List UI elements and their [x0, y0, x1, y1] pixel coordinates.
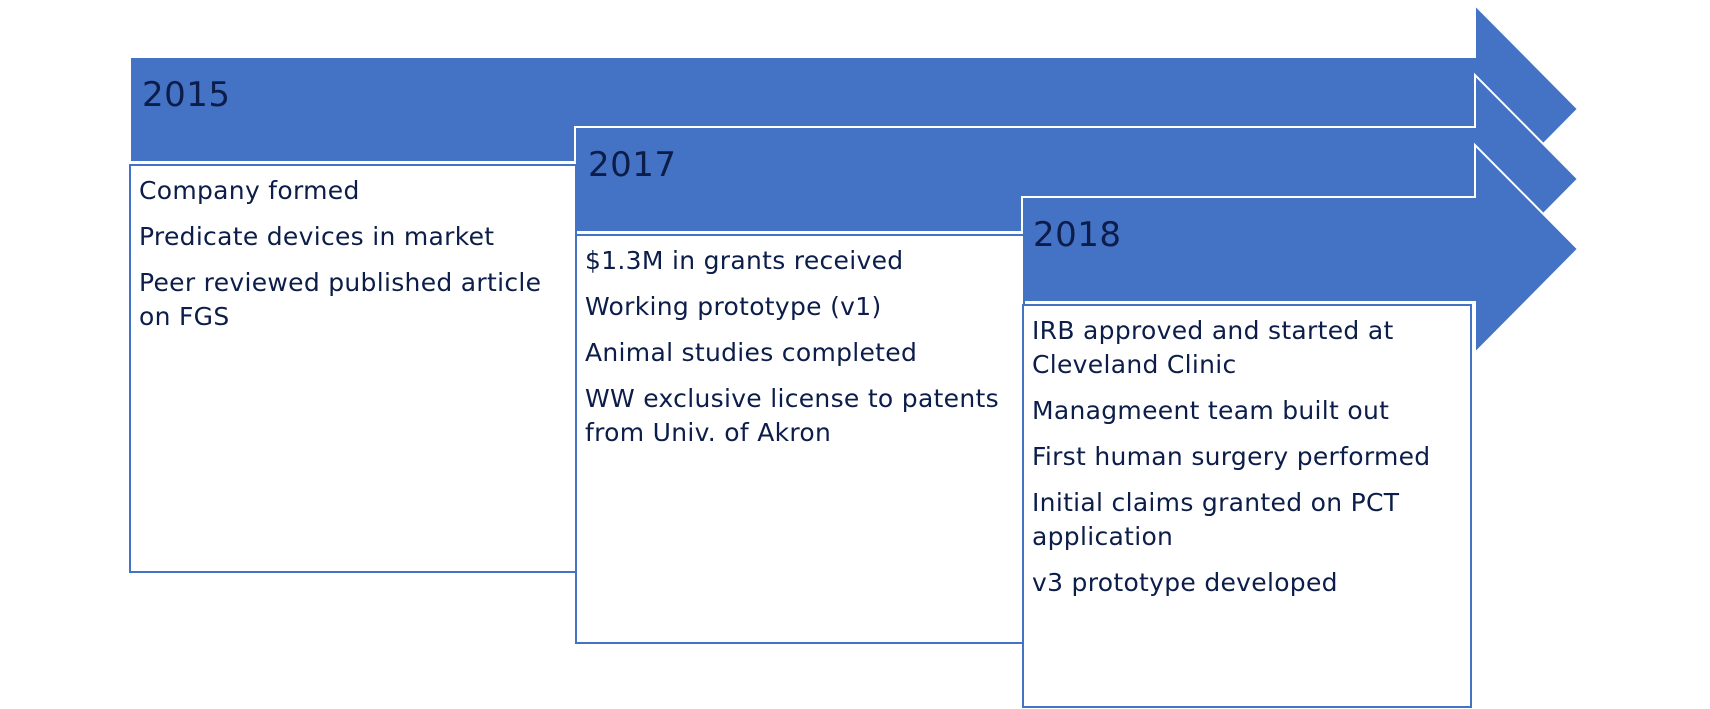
- year-label-2017: 2017: [588, 145, 677, 185]
- milestone-item: WW exclusive license to patents from Uni…: [585, 384, 999, 447]
- arrow-2018: [1021, 142, 1580, 356]
- milestone-list-2018: IRB approved and started at Cleveland Cl…: [1032, 314, 1462, 600]
- milestone-list-2017: $1.3M in grants received Working prototy…: [585, 244, 1015, 450]
- milestone-box-2018: IRB approved and started at Cleveland Cl…: [1022, 304, 1472, 708]
- milestone-item: First human surgery performed: [1032, 442, 1431, 471]
- milestone-item: Initial claims granted on PCT applicatio…: [1032, 488, 1400, 551]
- milestone-item: Managmeent team built out: [1032, 396, 1390, 425]
- milestone-item: $1.3M in grants received: [585, 246, 904, 275]
- milestone-list-2015: Company formed Predicate devices in mark…: [139, 174, 567, 334]
- milestone-item: Peer reviewed published article on FGS: [139, 268, 542, 331]
- milestone-item: Company formed: [139, 176, 360, 205]
- milestone-item: Working prototype (v1): [585, 292, 882, 321]
- year-label-2018: 2018: [1033, 215, 1122, 255]
- milestone-box-2015: Company formed Predicate devices in mark…: [129, 164, 577, 573]
- milestone-item: Predicate devices in market: [139, 222, 495, 251]
- milestone-box-2017: $1.3M in grants received Working prototy…: [575, 234, 1025, 644]
- milestone-item: Animal studies completed: [585, 338, 918, 367]
- milestone-item: v3 prototype developed: [1032, 568, 1338, 597]
- milestone-item: IRB approved and started at Cleveland Cl…: [1032, 316, 1394, 379]
- year-label-2015: 2015: [142, 75, 231, 115]
